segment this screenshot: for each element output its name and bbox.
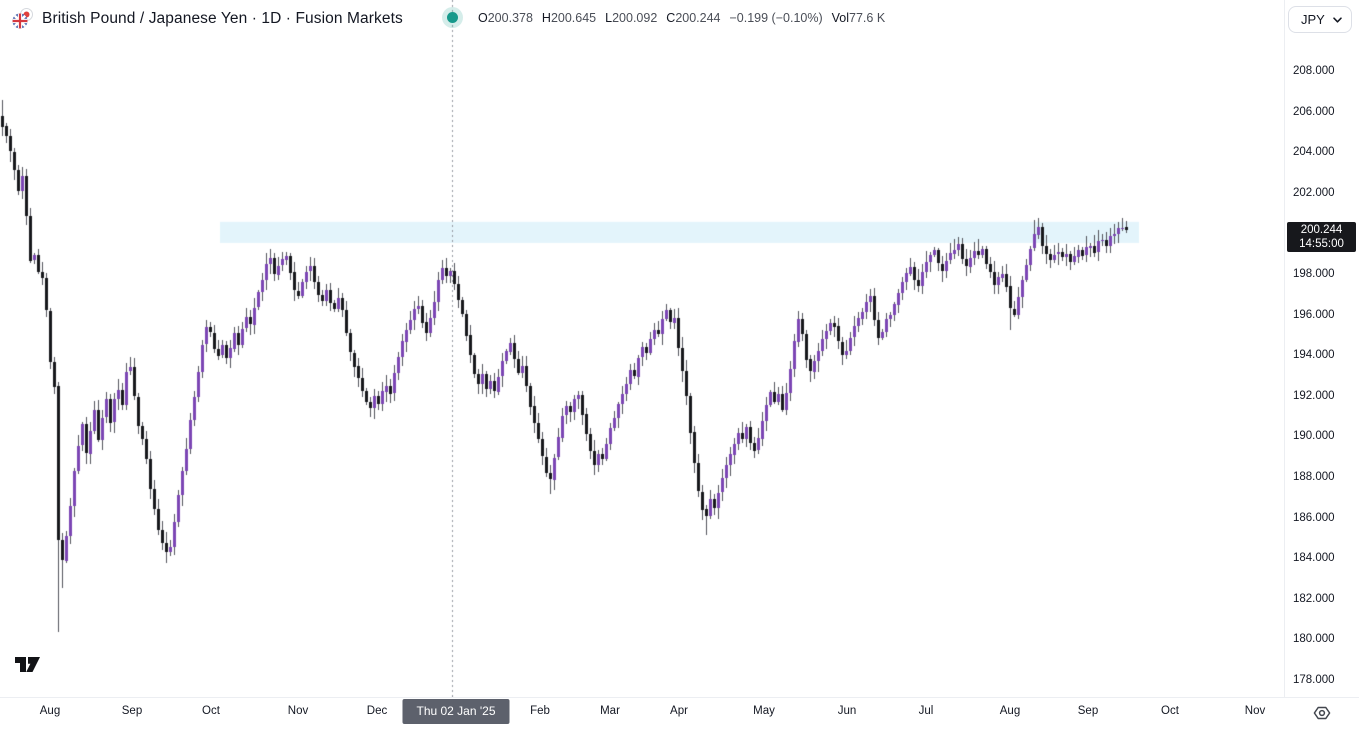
gbpjpy-flag-icon — [12, 8, 34, 30]
time-axis-label: Nov — [287, 705, 309, 717]
price-axis-label: 182.000 — [1293, 592, 1335, 605]
last-price-value: 200.244 — [1300, 224, 1343, 236]
ohlc-item-5: Vol77.6 K — [831, 11, 886, 25]
ohlc-item-4: −0.199 (−0.10%) — [729, 11, 823, 25]
ohlc-item-0: O200.378 — [478, 11, 533, 25]
time-axis-label: Mar — [600, 705, 620, 717]
candlestick-chart[interactable] — [0, 0, 1284, 697]
time-axis-label: Oct — [1161, 705, 1179, 717]
axis-settings-icon[interactable] — [1310, 701, 1334, 725]
price-axis-label: 204.000 — [1293, 146, 1335, 159]
currency-selector-value: JPY — [1301, 12, 1325, 27]
price-axis-label: 194.000 — [1293, 349, 1335, 362]
time-axis-label: Apr — [670, 705, 688, 717]
price-axis-label: 180.000 — [1293, 633, 1335, 646]
price-axis-label: 196.000 — [1293, 308, 1335, 321]
ohlc-item-2: L200.092 — [605, 11, 658, 25]
price-axis-label: 208.000 — [1293, 65, 1335, 77]
price-axis-label: 188.000 — [1293, 471, 1335, 483]
time-axis-label: Aug — [39, 705, 61, 717]
time-axis-label: Sep — [1077, 705, 1099, 717]
tradingview-logo[interactable] — [14, 653, 52, 673]
time-axis[interactable]: Thu 02 Jan '25 Aug Sep Oct Nov Dec Feb Mar Apr M… — [0, 697, 1359, 733]
ohlc-item-3: C200.244 — [666, 11, 721, 25]
price-axis-label: 186.000 — [1293, 511, 1335, 524]
price-axis-label: 206.000 — [1293, 105, 1335, 118]
symbol-title[interactable]: British Pound / Japanese Yen · 1D · Fusi… — [42, 10, 403, 27]
chevron-down-icon — [1333, 16, 1342, 23]
time-axis-label: Nov — [1244, 705, 1266, 717]
last-price-badge: 200.244 14:55:00 — [1287, 222, 1356, 252]
price-axis[interactable]: 200.244 14:55:00 208.000 206.000 204.000 20… — [1284, 0, 1359, 697]
time-axis-label: May — [753, 705, 775, 717]
ohlc-item-1: H200.645 — [541, 11, 597, 25]
countdown-timer: 14:55:00 — [1299, 238, 1344, 250]
price-axis-label: 202.000 — [1293, 186, 1335, 199]
crosshair-date-badge[interactable]: Thu 02 Jan '25 — [402, 699, 510, 724]
time-axis-label: Dec — [366, 705, 388, 717]
time-axis-label: Feb — [530, 705, 550, 717]
time-axis-label: Jul — [918, 705, 934, 717]
event-marker-dot[interactable] — [442, 7, 463, 28]
price-axis-label: 190.000 — [1293, 430, 1335, 443]
time-axis-label: Oct — [202, 705, 220, 717]
currency-selector[interactable]: JPY — [1288, 6, 1352, 33]
price-axis-label: 198.000 — [1293, 268, 1335, 280]
ohlc-readout: O200.378 H200.645 L200.092 C200.244 −0.199 (… — [478, 11, 885, 25]
time-axis-label: Jun — [837, 705, 857, 717]
price-axis-label: 178.000 — [1293, 674, 1335, 686]
time-axis-label: Aug — [999, 705, 1021, 717]
chart-legend: British Pound / Japanese Yen · 1D · Fusi… — [12, 7, 403, 31]
event-marker-dot-core — [447, 12, 458, 23]
time-axis-label: Sep — [121, 705, 143, 717]
price-axis-label: 184.000 — [1293, 552, 1335, 565]
price-axis-label: 192.000 — [1293, 389, 1335, 402]
